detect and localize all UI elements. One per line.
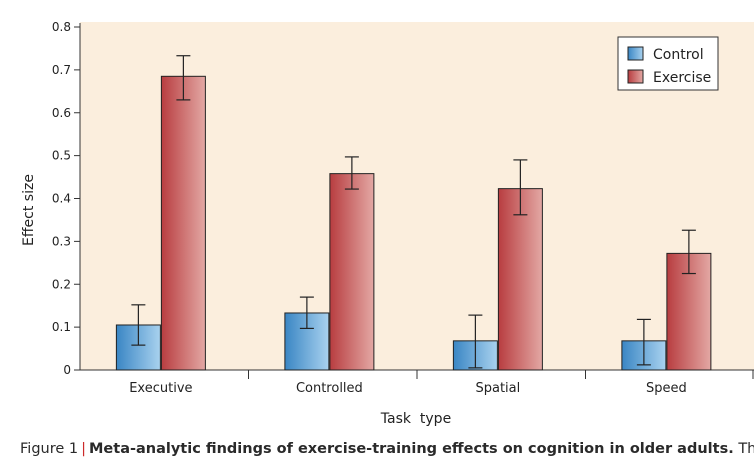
figure-caption: Figure 1 | Meta-analytic findings of exerc… — [20, 438, 754, 460]
bar-exercise — [160, 75, 206, 371]
x-axis-title: Task type — [380, 411, 451, 427]
x-tick-label: Executive — [129, 381, 192, 396]
legend-label-exercise: Exercise — [653, 70, 711, 86]
legend-swatch-exercise — [627, 69, 644, 84]
y-tick-label: 0 — [63, 363, 71, 377]
y-tick-label: 0.3 — [52, 234, 71, 248]
x-axis: Executive Controlled Spatial Speed — [80, 369, 754, 396]
bars-group — [115, 75, 712, 371]
y-axis: 0 0.1 0.2 0.3 0.4 0.5 0.6 0.7 0.8 — [52, 20, 81, 377]
caption-prefix: Figure 1 — [20, 441, 79, 457]
y-tick-label: 0.7 — [52, 63, 71, 77]
legend: Control Exercise — [617, 36, 719, 91]
x-tick-label: Controlled — [296, 381, 363, 396]
bar-exercise — [329, 173, 375, 371]
y-tick-label: 0.6 — [52, 106, 71, 120]
error-bars-group — [131, 55, 696, 369]
caption-title: Meta-analytic findings of exercise-train… — [89, 441, 734, 457]
y-tick-label: 0.1 — [52, 320, 71, 334]
bar-exercise — [497, 188, 543, 371]
legend-swatch-control — [627, 46, 644, 61]
legend-label-control: Control — [653, 47, 704, 63]
bar-chart: 0 0.1 0.2 0.3 0.4 0.5 0.6 0.7 0.8 Executive Contr… — [21, 20, 754, 427]
caption-tail: The — [738, 441, 754, 457]
x-tick-label: Spatial — [475, 381, 520, 396]
y-tick-label: 0.8 — [52, 20, 71, 34]
y-axis-title: Effect size — [21, 174, 37, 246]
x-tick-label: Speed — [646, 381, 687, 396]
y-tick-label: 0.5 — [52, 149, 71, 163]
y-tick-label: 0.4 — [52, 192, 71, 206]
caption-separator: | — [81, 441, 86, 457]
y-tick-label: 0.2 — [52, 277, 71, 291]
